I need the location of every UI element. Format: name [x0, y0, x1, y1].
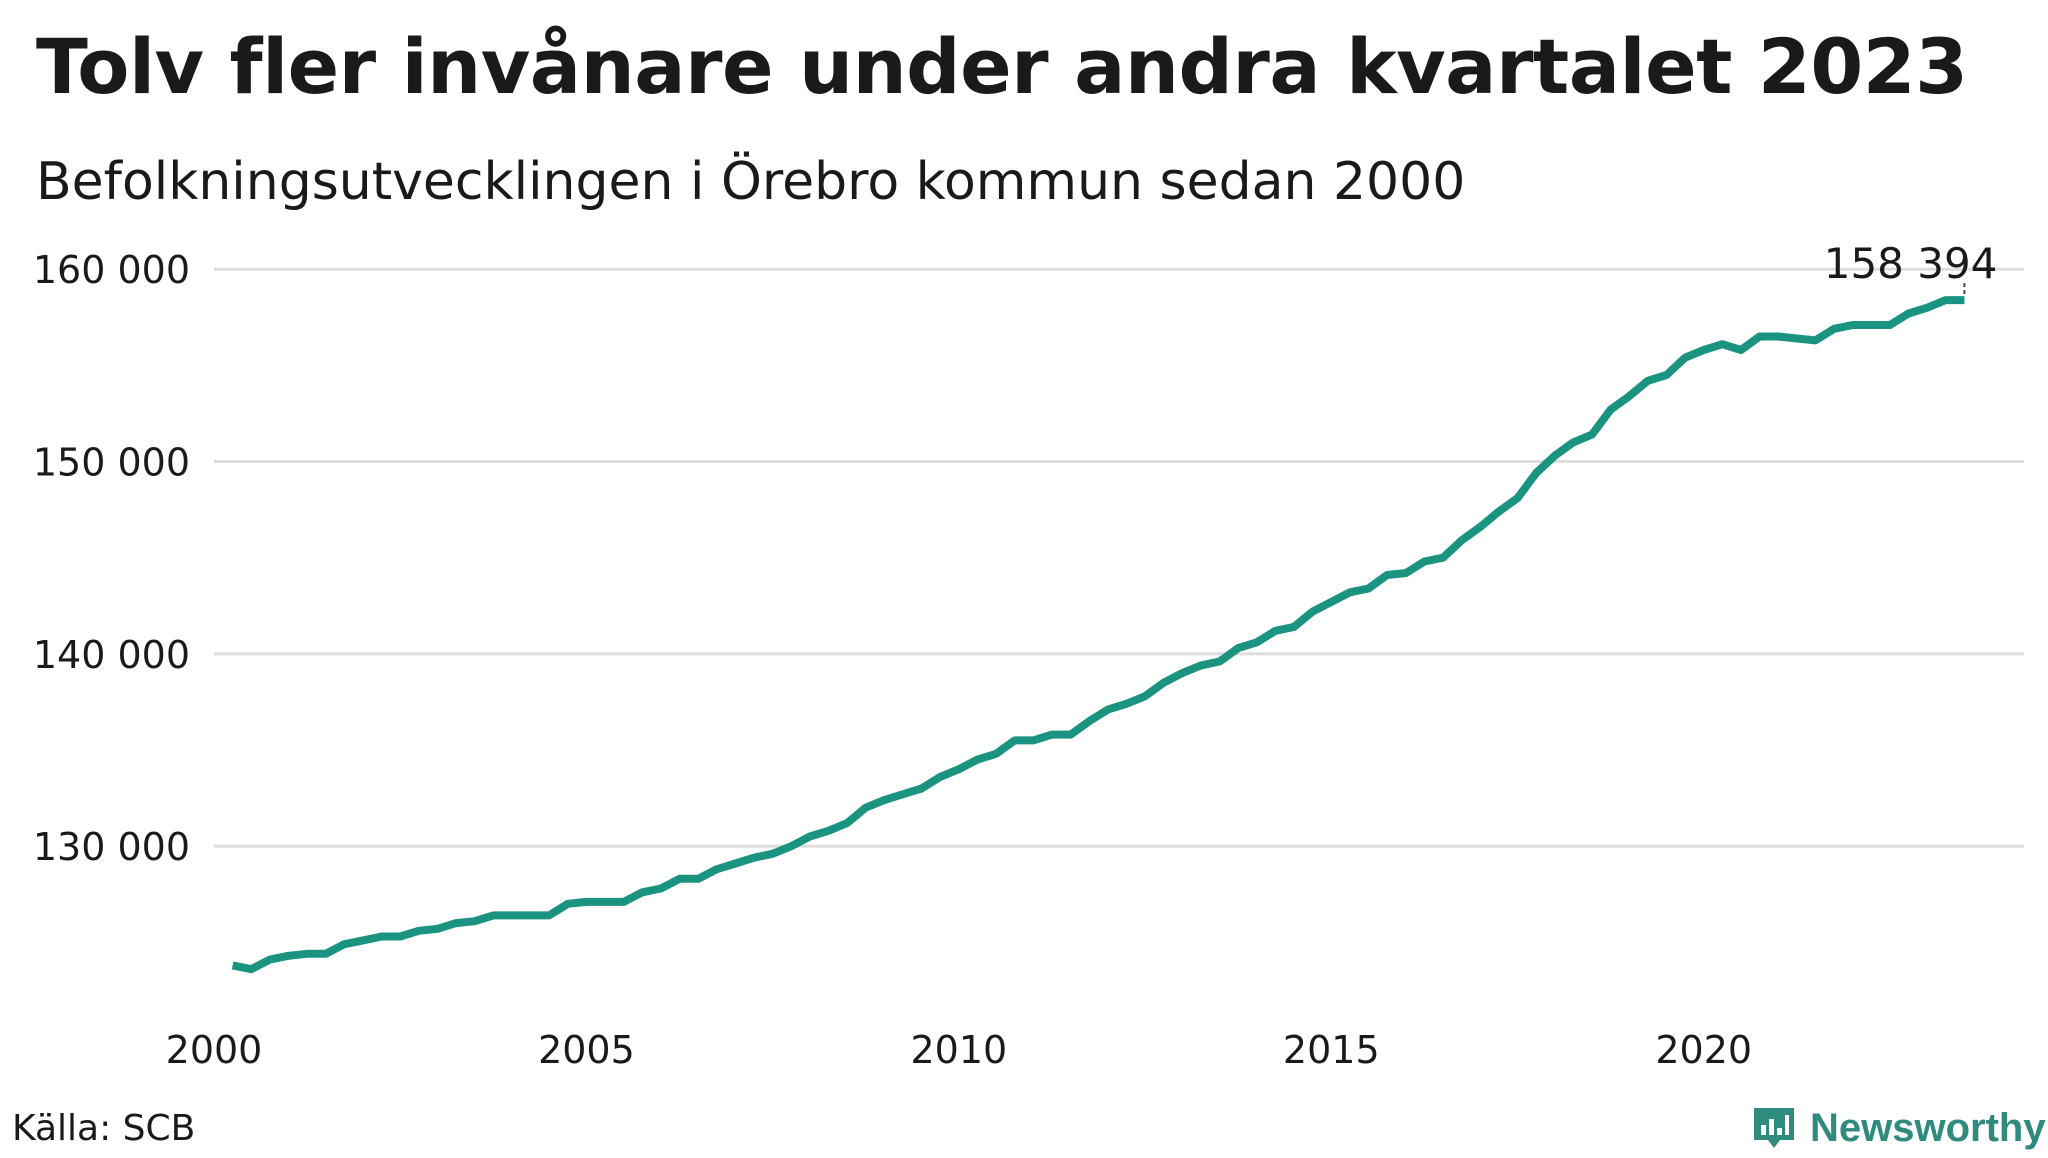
y-tick-label: 160 000	[33, 248, 190, 292]
y-tick-label: 150 000	[33, 441, 190, 485]
x-tick-label: 2015	[1283, 1028, 1380, 1072]
series-line	[231, 296, 1965, 974]
y-tick-label: 130 000	[33, 825, 190, 869]
x-tick-label: 2010	[910, 1028, 1007, 1072]
x-tick-label: 2005	[538, 1028, 635, 1072]
x-axis: 2000 2005 2010 2015 2020	[166, 1028, 1752, 1072]
last-value-label: 158 394	[1824, 239, 1998, 288]
brand-logo: Newsworthy	[1752, 1098, 2046, 1158]
y-axis: 130 000 140 000 150 000 160 000	[33, 248, 190, 869]
chart-title: Tolv fler invånare under andra kvartalet…	[36, 22, 1968, 111]
chart-subtitle: Befolkningsutvecklingen i Örebro kommun …	[36, 152, 1466, 212]
y-tick-label: 140 000	[33, 633, 190, 677]
annotation-layer: 158 394	[1824, 239, 1998, 295]
grid-lines	[214, 267, 2024, 848]
series-layer	[231, 296, 1965, 974]
source-note: Källa: SCB	[12, 1108, 196, 1149]
newsworthy-logo-icon	[1754, 1108, 1794, 1148]
x-tick-label: 2000	[166, 1028, 263, 1072]
brand-name: Newsworthy	[1810, 1105, 2046, 1150]
x-tick-label: 2020	[1655, 1028, 1752, 1072]
